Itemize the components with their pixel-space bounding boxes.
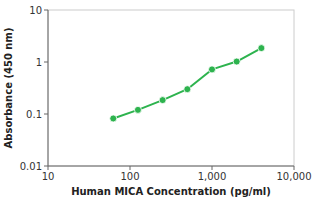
- y-tick: [44, 166, 48, 167]
- data-point: [159, 97, 166, 104]
- x-tick: [130, 166, 131, 170]
- data-point: [233, 58, 240, 65]
- y-tick-label: 10: [29, 5, 42, 16]
- y-tick-label: 0.01: [20, 161, 42, 172]
- y-tick: [44, 62, 48, 63]
- y-tick: [44, 114, 48, 115]
- data-point: [134, 106, 141, 113]
- y-tick: [44, 10, 48, 11]
- chart-svg: 10 100 1,000 10,000 0.01 0.1 1 10 Human MICA Con…: [0, 0, 316, 200]
- x-tick-label: 1,000: [198, 171, 227, 182]
- x-axis-line: [48, 166, 294, 167]
- x-axis-label: Human MICA Concentration (pg/ml): [71, 186, 271, 197]
- x-tick-label: 10,000: [277, 171, 312, 182]
- data-group: [110, 45, 265, 122]
- x-tick: [294, 166, 295, 170]
- x-tick-label: 10: [42, 171, 55, 182]
- x-tick: [48, 166, 49, 170]
- y-axis-line: [48, 10, 49, 166]
- data-point: [258, 45, 265, 52]
- data-point: [110, 115, 117, 122]
- x-tick-label: 100: [120, 171, 139, 182]
- chart-container: 10 100 1,000 10,000 0.01 0.1 1 10 Human MICA Con…: [0, 0, 316, 200]
- data-point: [209, 66, 216, 73]
- y-tick-label: 1: [36, 57, 42, 68]
- plot-area: [48, 10, 294, 166]
- x-tick: [212, 166, 213, 170]
- data-point: [184, 86, 191, 93]
- data-line: [113, 48, 261, 118]
- y-tick-label: 0.1: [26, 109, 42, 120]
- y-axis-label: Absorbance (450 nm): [3, 28, 14, 149]
